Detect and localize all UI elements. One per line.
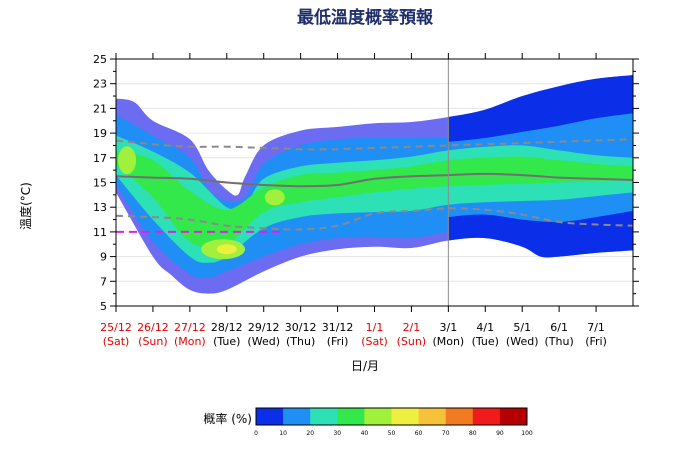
colorbar-tick-label: 70 bbox=[442, 430, 450, 437]
x-tick-day: (Mon) bbox=[174, 335, 206, 348]
x-tick-day: (Tue) bbox=[472, 335, 499, 348]
x-tick-day: (Wed) bbox=[247, 335, 280, 348]
colorbar-tick-label: 60 bbox=[415, 430, 423, 437]
colorbar-swatch bbox=[391, 408, 419, 425]
x-tick-date: 25/12 bbox=[100, 321, 132, 334]
y-tick-label: 13 bbox=[93, 201, 107, 214]
colorbar-swatch bbox=[499, 408, 528, 425]
x-tick-date: 30/12 bbox=[285, 321, 317, 334]
colorbar-tick-label: 0 bbox=[254, 430, 258, 437]
colorbar-tick-label: 40 bbox=[361, 430, 369, 437]
x-tick-day: (Tue) bbox=[213, 335, 240, 348]
x-tick-date: 27/12 bbox=[174, 321, 206, 334]
x-tick-day: (Mon) bbox=[432, 335, 464, 348]
y-tick-label: 23 bbox=[93, 78, 107, 91]
upper-percentile-line bbox=[116, 138, 633, 151]
colorbar-tick-label: 50 bbox=[388, 430, 396, 437]
x-tick-day: (Wed) bbox=[506, 335, 539, 348]
x-tick-date: 4/1 bbox=[476, 321, 494, 334]
x-tick-day: (Sun) bbox=[397, 335, 427, 348]
x-axis-label: 日/月 bbox=[351, 359, 379, 373]
y-tick-label: 17 bbox=[93, 152, 107, 165]
x-tick-day: (Sun) bbox=[138, 335, 168, 348]
colorbar-tick-label: 100 bbox=[521, 430, 533, 437]
x-tick-date: 1/1 bbox=[366, 321, 384, 334]
colorbar-label: 概率 (%) bbox=[203, 411, 252, 426]
colorbar-swatch bbox=[256, 408, 284, 425]
band-peak-e bbox=[264, 189, 285, 206]
y-tick-label: 5 bbox=[100, 300, 107, 313]
x-axis-ticks: 25/12(Sat)26/12(Sun)27/12(Mon)28/12(Tue)… bbox=[100, 53, 607, 348]
colorbar-tick-label: 10 bbox=[279, 430, 287, 437]
x-tick-date: 29/12 bbox=[248, 321, 280, 334]
y-tick-label: 21 bbox=[93, 102, 107, 115]
colorbar-frame bbox=[255, 407, 528, 426]
colorbar-swatch bbox=[472, 408, 501, 425]
colorbar-tick-label: 20 bbox=[306, 430, 314, 437]
x-tick-day: (Sat) bbox=[103, 335, 130, 348]
x-tick-day: (Thu) bbox=[286, 335, 315, 348]
x-tick-date: 3/1 bbox=[440, 321, 458, 334]
y-axis-label: 溫度(°C) bbox=[18, 182, 33, 230]
x-tick-date: 31/12 bbox=[322, 321, 354, 334]
colorbar: 概率 (%) 0 10 20 30 40 50 60 70 80 90 100 bbox=[203, 407, 533, 437]
y-tick-label: 7 bbox=[100, 275, 107, 288]
y-tick-label: 25 bbox=[93, 53, 107, 66]
x-tick-date: 5/1 bbox=[513, 321, 531, 334]
x-tick-date: 28/12 bbox=[211, 321, 243, 334]
y-tick-label: 11 bbox=[93, 226, 107, 239]
colorbar-tick-label: 30 bbox=[333, 430, 341, 437]
band-peak-a bbox=[118, 146, 137, 175]
colorbar-swatch bbox=[310, 408, 338, 425]
y-tick-label: 9 bbox=[100, 251, 107, 264]
median-line bbox=[116, 172, 633, 188]
forecast-lines bbox=[116, 138, 633, 233]
y-tick-label: 19 bbox=[93, 127, 107, 140]
colorbar-swatch bbox=[337, 408, 365, 425]
x-tick-day: (Thu) bbox=[545, 335, 574, 348]
colorbar-swatch bbox=[364, 408, 392, 425]
band-peak-c bbox=[216, 244, 237, 255]
colorbar-swatch bbox=[283, 408, 311, 425]
y-axis-ticks: 5 7 9 11 13 15 17 19 21 23 25 bbox=[93, 53, 639, 313]
x-tick-day: (Fri) bbox=[585, 335, 607, 348]
x-tick-date: 6/1 bbox=[550, 321, 568, 334]
y-tick-label: 15 bbox=[93, 177, 107, 190]
x-tick-date: 2/1 bbox=[403, 321, 421, 334]
x-tick-date: 26/12 bbox=[137, 321, 169, 334]
colorbar-swatch bbox=[445, 408, 474, 425]
colorbar-swatch bbox=[418, 408, 446, 425]
x-tick-date: 7/1 bbox=[587, 321, 605, 334]
colorbar-tick-label: 80 bbox=[469, 430, 477, 437]
x-tick-day: (Fri) bbox=[327, 335, 349, 348]
lower-percentile-line bbox=[116, 207, 633, 231]
chart-title: 最低溫度概率預報 bbox=[297, 7, 434, 28]
x-tick-day: (Sat) bbox=[361, 335, 388, 348]
colorbar-tick-label: 90 bbox=[496, 430, 504, 437]
